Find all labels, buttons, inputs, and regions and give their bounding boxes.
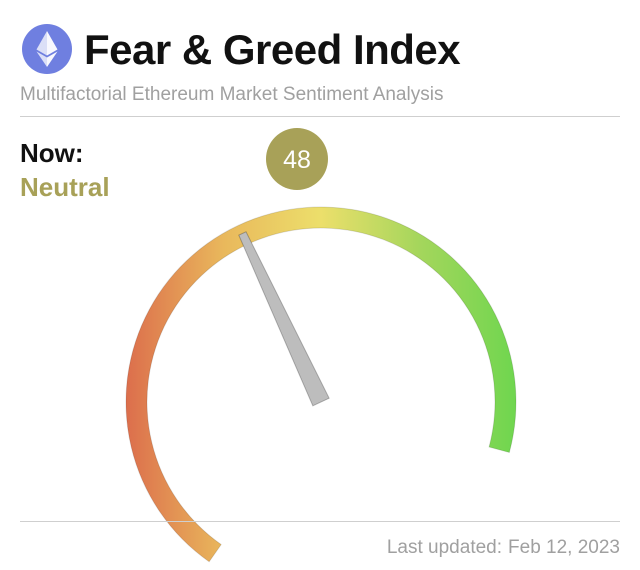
divider-top [20,116,620,117]
value-badge [266,128,328,190]
last-updated-date: Feb 12, 2023 [508,537,620,558]
last-updated: Last updated: Feb 12, 2023 [387,537,620,559]
divider-bottom [20,521,620,522]
value-label: 48 [283,146,311,174]
sentiment-classification: Neutral [20,172,110,202]
page-subtitle: Multifactorial Ethereum Market Sentiment… [20,84,444,105]
now-label: Now: [20,138,84,168]
page-title: Fear & Greed Index [84,26,461,73]
last-updated-label: Last updated: [386,537,503,558]
gauge-needle [238,231,330,407]
gauge-arc [125,206,517,563]
ethereum-logo-icon [22,24,72,74]
